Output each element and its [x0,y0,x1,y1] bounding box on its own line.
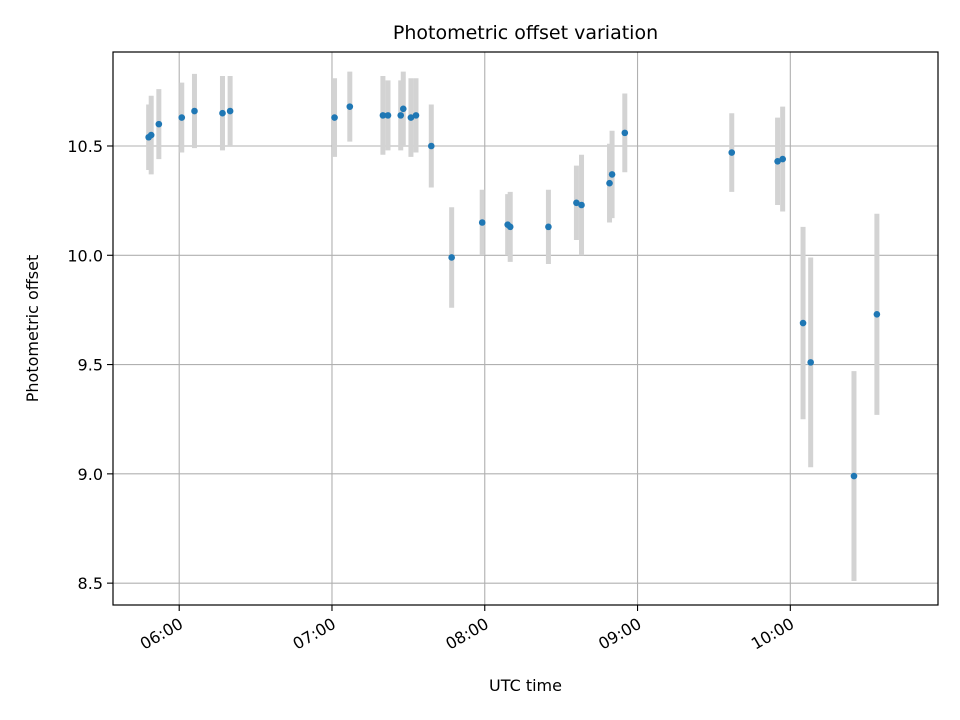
data-point [346,103,354,110]
data-point [147,131,155,139]
y-tick-label: 10.5 [67,137,103,156]
data-point [478,219,486,226]
data-point [397,112,405,119]
data-point [219,109,226,117]
y-tick-label: 9.0 [78,465,103,484]
data-point [807,359,814,366]
data-markers [145,103,881,480]
data-point [545,223,552,231]
data-point [407,114,415,121]
data-point [399,105,407,113]
data-point [155,120,163,128]
data-point [728,149,736,156]
data-point [799,319,807,327]
data-point [850,472,858,480]
data-point [506,223,514,231]
data-point [779,155,786,163]
x-axis-title: UTC time [489,676,562,695]
y-tick-label: 10.0 [67,246,103,265]
data-point [573,199,580,207]
data-point [873,310,881,318]
data-point [448,254,455,261]
y-tick-label: 9.5 [78,356,103,375]
data-point [412,112,420,119]
data-point [578,201,585,209]
grid [113,52,938,605]
y-axis-ticks: 8.5 9.0 9.5 10.0 10.5 [67,137,113,593]
data-point [774,157,781,165]
data-point [331,114,338,121]
plot-area-frame [112,51,939,606]
data-point [384,112,392,119]
data-point [191,107,198,115]
y-tick-label: 8.5 [78,574,103,593]
data-point [379,112,387,119]
data-point [226,107,234,115]
data-point [606,179,613,187]
data-point [621,129,629,137]
data-point [427,142,435,150]
data-point [178,114,186,121]
y-axis-title: Photometric offset [23,255,42,403]
chart-title: Photometric offset variation [393,22,658,44]
data-point [608,171,616,178]
